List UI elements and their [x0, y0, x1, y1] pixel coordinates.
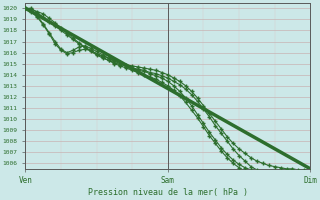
X-axis label: Pression niveau de la mer( hPa ): Pression niveau de la mer( hPa ): [88, 188, 248, 197]
